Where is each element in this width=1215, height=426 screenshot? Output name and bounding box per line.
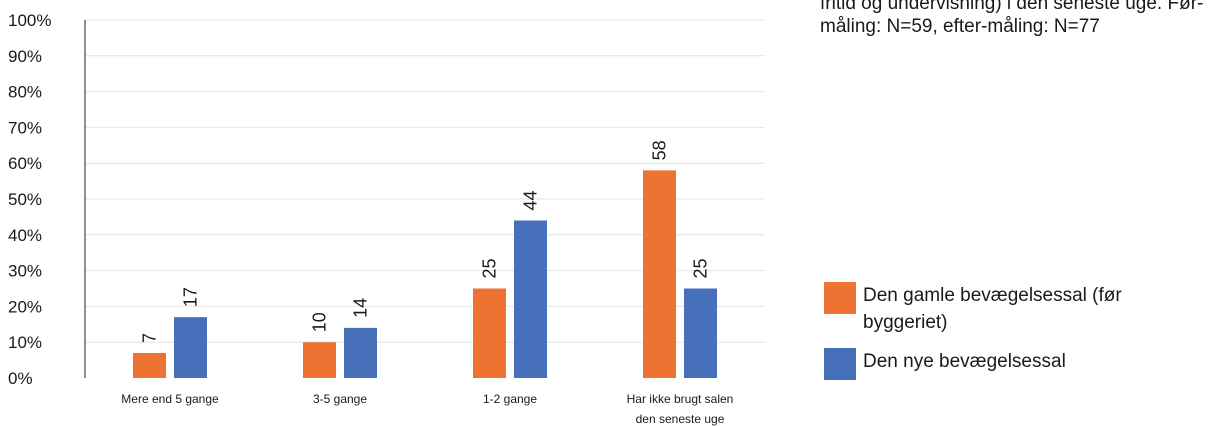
y-tick-label: 60% xyxy=(8,154,42,173)
y-tick-label: 100% xyxy=(8,11,51,30)
legend-item-old-hall: Den gamle bevægelsessal (før byggeriet) xyxy=(824,282,1204,336)
y-tick-label: 90% xyxy=(8,47,42,66)
data-label: 44 xyxy=(521,190,541,210)
legend: Den gamle bevægelsessal (før byggeriet) … xyxy=(824,282,1204,392)
data-label: 25 xyxy=(691,258,711,278)
bars xyxy=(133,170,717,378)
bar xyxy=(473,288,506,378)
data-label: 58 xyxy=(650,140,670,160)
bar xyxy=(684,288,717,378)
data-label: 17 xyxy=(181,287,201,307)
data-label: 14 xyxy=(351,298,371,318)
category-label: den seneste uge xyxy=(636,412,725,426)
category-label: Har ikke brugt salen xyxy=(627,392,734,406)
y-tick-label: 70% xyxy=(8,118,42,137)
y-tick-label: 80% xyxy=(8,83,42,102)
bar xyxy=(643,170,676,378)
legend-swatch-new-hall xyxy=(824,348,856,380)
data-label: 25 xyxy=(480,258,500,278)
y-tick-label: 10% xyxy=(8,333,42,352)
data-label: 7 xyxy=(140,333,160,343)
category-label: 3-5 gange xyxy=(313,392,367,406)
legend-label-old-hall: Den gamle bevægelsessal (før byggeriet) xyxy=(863,285,1122,333)
y-tick-label: 20% xyxy=(8,297,42,316)
bar xyxy=(133,352,166,378)
bar-chart: 0% 10% 20% 30% 40% 50% 60% 70% 80% 90% 100% 7 17 10 1… xyxy=(8,11,765,426)
legend-item-new-hall: Den nye bevægelsessal xyxy=(824,348,1204,380)
data-labels: 7 17 10 14 25 44 58 25 xyxy=(140,140,711,343)
y-axis-ticks: 0% 10% 20% 30% 40% 50% 60% 70% 80% 90% 100% xyxy=(8,11,51,388)
bar xyxy=(514,220,547,378)
data-label: 10 xyxy=(310,312,330,332)
legend-swatch-old-hall xyxy=(824,282,856,314)
bar xyxy=(303,342,336,378)
gridlines xyxy=(85,19,765,343)
y-tick-label: 40% xyxy=(8,226,42,245)
bar xyxy=(174,317,207,378)
y-tick-label: 50% xyxy=(8,190,42,209)
category-label: Mere end 5 gange xyxy=(121,392,219,406)
legend-label-new-hall: Den nye bevægelsessal xyxy=(863,351,1066,372)
category-labels: Mere end 5 gange 3-5 gange 1-2 gange Har ik… xyxy=(121,392,733,426)
y-tick-label: 30% xyxy=(8,262,42,281)
y-tick-label: 0% xyxy=(8,369,33,388)
category-label: 1-2 gange xyxy=(483,392,537,406)
chart-caption: fritid og undervisning) i den seneste ug… xyxy=(820,0,1204,37)
bar xyxy=(344,327,377,378)
